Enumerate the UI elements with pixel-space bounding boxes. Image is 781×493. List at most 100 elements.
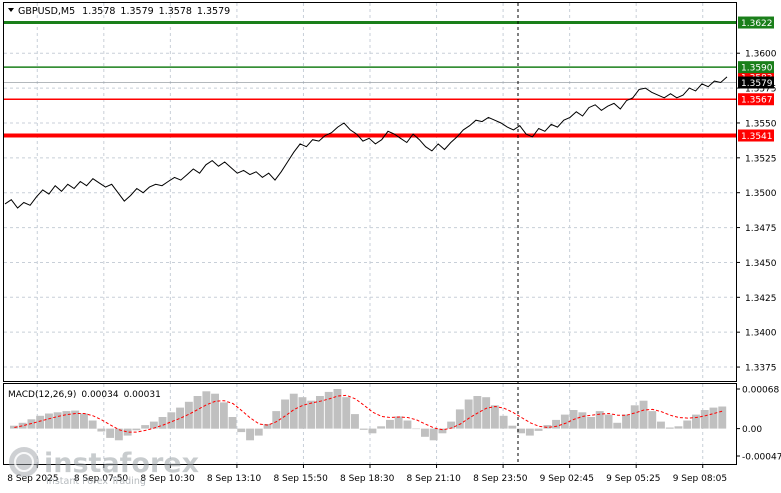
macd-bar <box>141 425 150 429</box>
macd-bar <box>316 396 324 429</box>
y-tick-label: 1.3475 <box>745 224 777 234</box>
y-tick-label: 1.3525 <box>745 154 777 164</box>
macd-bar <box>674 426 683 429</box>
macd-bar <box>184 401 193 429</box>
macd-bar <box>560 414 569 429</box>
macd-bar <box>421 428 429 437</box>
macd-bar <box>473 396 482 429</box>
macd-bar <box>394 416 403 429</box>
macd-bar <box>648 411 657 429</box>
macd-bar <box>324 391 333 429</box>
macd-bar <box>517 428 525 434</box>
macd-bar <box>482 397 491 429</box>
level-tag-label: 1.3622 <box>741 19 773 29</box>
macd-bar <box>106 428 115 438</box>
macd-bar <box>219 402 228 429</box>
macd-bar <box>97 428 106 432</box>
y-tick-label: 1.3600 <box>745 50 777 60</box>
x-tick-label: 8 Sep 13:10 <box>207 474 262 484</box>
x-tick-label: 8 Sep 07:50 <box>74 474 129 484</box>
symbol-dropdown-icon[interactable] <box>8 8 14 12</box>
macd-bar <box>158 417 167 429</box>
macd-bar <box>114 428 123 441</box>
macd-bar <box>62 411 71 429</box>
macd-bar <box>263 424 272 429</box>
macd-bar <box>438 428 447 434</box>
logo-ring-icon <box>14 452 34 472</box>
logo-mark-icon <box>9 447 39 477</box>
macd-bar <box>543 425 552 429</box>
y-tick-label: 1.3500 <box>745 189 777 199</box>
macd-bar <box>359 428 368 430</box>
macd-bar <box>254 428 263 436</box>
main-pane-frame <box>3 2 737 382</box>
macd-bar <box>534 428 543 431</box>
macd-bar <box>622 414 630 429</box>
macd-bar <box>403 420 412 429</box>
x-tick-label: 8 Sep 23:50 <box>473 474 528 484</box>
macd-bar <box>88 420 97 429</box>
macd-bar <box>595 411 604 429</box>
macd-bar <box>683 420 692 429</box>
macd-bar <box>499 415 508 429</box>
macd-bar <box>525 428 534 436</box>
macd-bar <box>281 399 289 429</box>
macd-bar <box>289 393 298 429</box>
macd-bar <box>176 407 184 429</box>
level-lines <box>4 21 736 138</box>
macd-bar <box>123 428 132 436</box>
macd-bar <box>272 411 281 429</box>
macd-bar <box>657 421 665 429</box>
macd-bar <box>132 428 141 431</box>
x-tick-label: 9 Sep 05:25 <box>606 474 660 484</box>
macd-bar <box>447 421 456 429</box>
y-tick-label: 1.3450 <box>745 259 777 269</box>
time-axis: 8 Sep 2025 8 Sep 07:50 8 Sep 10:30 8 Sep 13… <box>7 464 727 484</box>
macd-bar <box>552 419 560 429</box>
x-tick-label: 9 Sep 08:05 <box>673 474 727 484</box>
macd-bar <box>342 397 351 429</box>
y-tick-label: 1.3550 <box>745 119 777 129</box>
macd-bar <box>307 400 316 429</box>
macd-bar <box>53 412 62 429</box>
macd-bar <box>10 425 18 429</box>
y-tick-label: 1.3425 <box>745 294 777 304</box>
macd-bar <box>298 397 307 429</box>
x-tick-label: 9 Sep 02:45 <box>540 474 594 484</box>
current-price-label: 1.3579 <box>741 79 773 89</box>
macd-tick-label: 0.00068 <box>742 386 779 396</box>
logo-tagline: Instant Forex Trading <box>46 476 146 487</box>
macd-bar <box>246 428 254 441</box>
level-tag-label: 1.3590 <box>741 64 773 74</box>
macd-bar <box>604 414 613 429</box>
macd-bar <box>455 409 464 429</box>
macd-bar <box>237 428 246 433</box>
macd-tick-label: -0.00047 <box>742 453 781 463</box>
macd-bar <box>351 414 359 429</box>
macd-label: MACD(12,26,9) 0.00034 0.00031 <box>8 390 161 400</box>
instaforex-logo: instaforex Instant Forex Trading <box>9 447 199 487</box>
macd-bar <box>211 393 219 429</box>
macd-bar <box>202 391 211 429</box>
symbol-label: GBPUSD,M5 1.3578 1.3579 1.3578 1.3579 <box>18 6 230 17</box>
current-price-tag <box>738 76 774 89</box>
price-axis: 1.3600 1.3575 1.3550 1.3525 1.3500 1.3475 1.34… <box>736 50 777 374</box>
y-tick-label: 1.3400 <box>745 329 777 339</box>
macd-axis: 0.00068 0.00 -0.00047 <box>736 386 781 463</box>
macd-bar <box>71 410 80 429</box>
macd-bar <box>386 419 394 429</box>
macd-tick-label: 0.00 <box>742 425 762 435</box>
macd-bar <box>412 428 421 430</box>
macd-bar <box>578 412 587 429</box>
macd-bar <box>709 407 718 429</box>
macd-histogram <box>10 389 727 441</box>
x-tick-label: 8 Sep 21:10 <box>407 474 462 484</box>
macd-bar <box>167 412 176 429</box>
macd-bar <box>508 425 517 429</box>
macd-bar <box>377 426 386 429</box>
macd-bar <box>718 406 727 429</box>
macd-bar <box>18 422 27 429</box>
macd-bar <box>193 396 202 429</box>
